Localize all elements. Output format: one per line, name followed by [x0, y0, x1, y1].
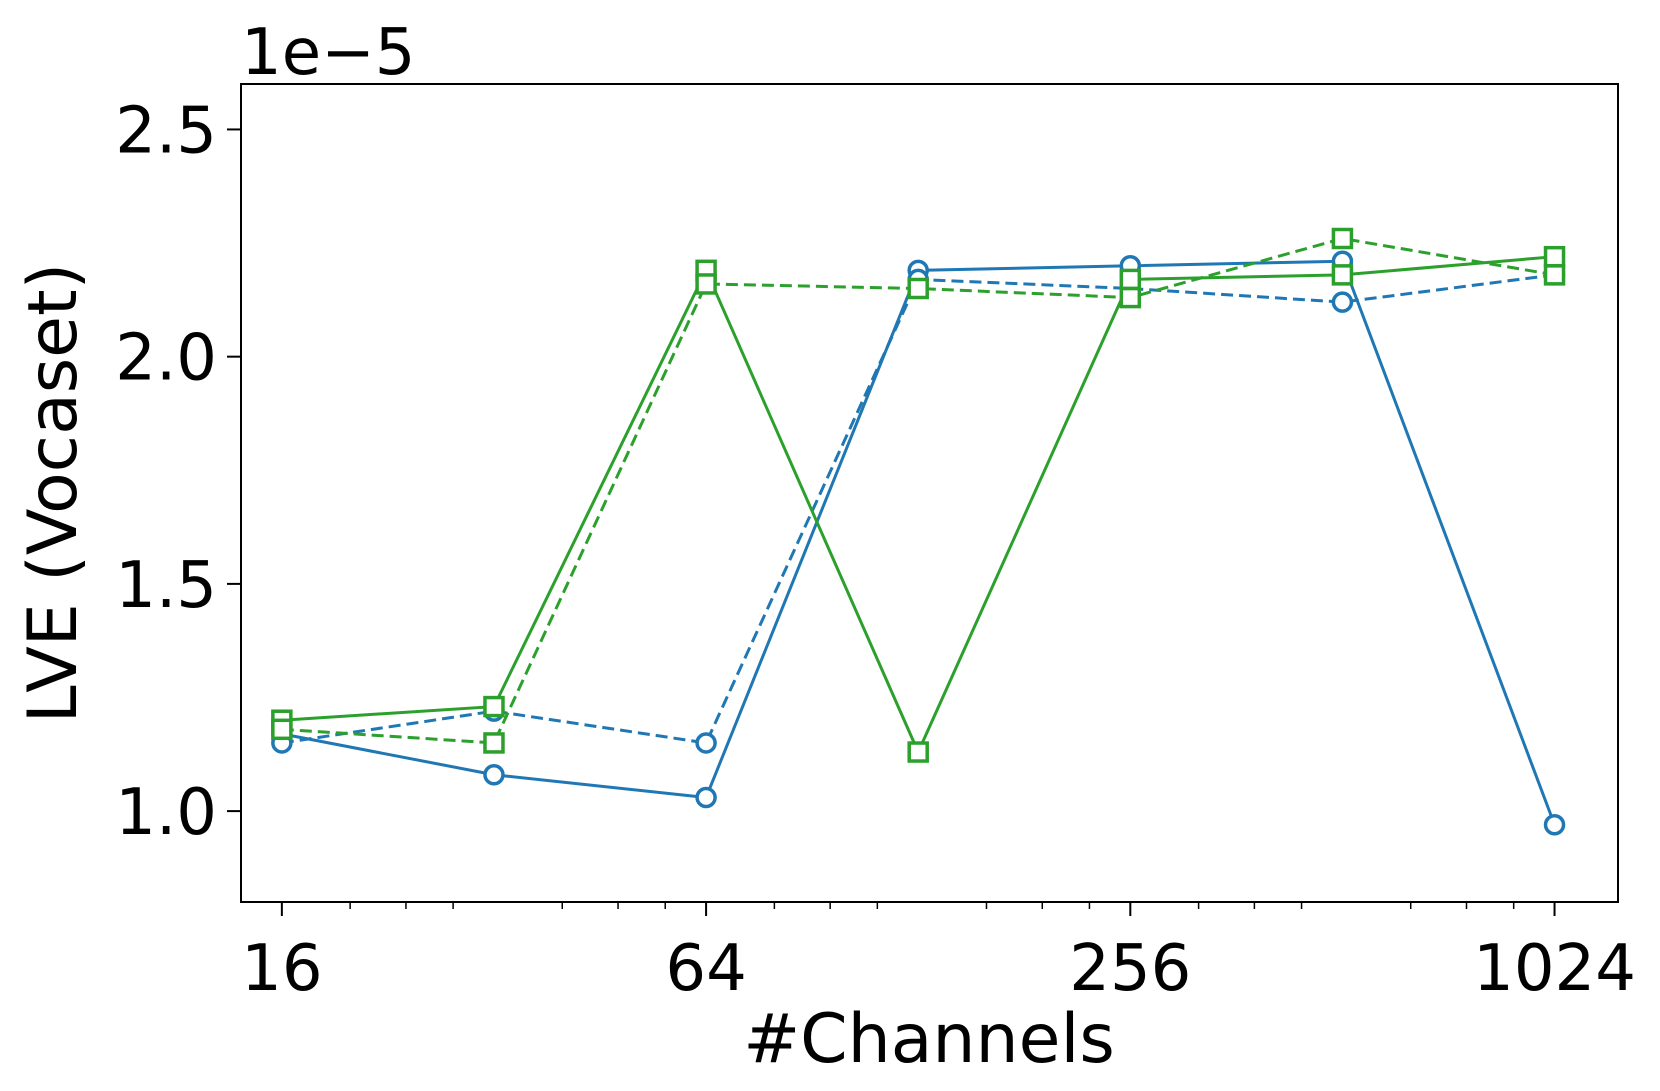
series-3-point [907, 741, 929, 763]
series-layer [271, 227, 1566, 836]
x-tick-label: 64 [665, 932, 746, 1006]
series-3-point [1543, 245, 1566, 268]
series-1-point [483, 764, 505, 786]
series-2-point [1331, 291, 1354, 313]
series-4-point [1119, 286, 1142, 309]
series-3-point [1119, 268, 1142, 291]
series-1-point [1543, 813, 1566, 836]
y-tick-label: 2.5 [115, 94, 217, 168]
series-4-point [907, 277, 929, 300]
x-tick-label: 1024 [1473, 932, 1636, 1006]
y-axis: 1.0 1.5 2.0 2.5 [115, 94, 241, 850]
x-axis: 16 64 256 1024 [241, 902, 1636, 1006]
series-4-point [1543, 264, 1566, 286]
series-3-point [1331, 264, 1354, 286]
series-4-point [1331, 227, 1354, 250]
series-4-point [483, 732, 505, 754]
y-tick-label: 1.5 [115, 549, 217, 623]
series-4-point [695, 273, 717, 295]
y-tick-label: 2.0 [115, 322, 217, 396]
y-offset-label: 1e−5 [241, 16, 415, 90]
plot-frame [240, 83, 1619, 903]
x-axis-label: #Channels [743, 1000, 1115, 1079]
series-2-point [695, 732, 717, 754]
series-1-point [695, 786, 717, 809]
y-tick-label: 1.0 [115, 776, 217, 850]
plot-area [241, 84, 1618, 902]
x-tick-label: 256 [1069, 932, 1191, 1006]
y-axis-label: LVE (Vocaset) [14, 263, 93, 723]
series-4-point [271, 718, 293, 741]
x-tick-label: 16 [241, 932, 322, 1006]
series-3-point [483, 695, 505, 718]
